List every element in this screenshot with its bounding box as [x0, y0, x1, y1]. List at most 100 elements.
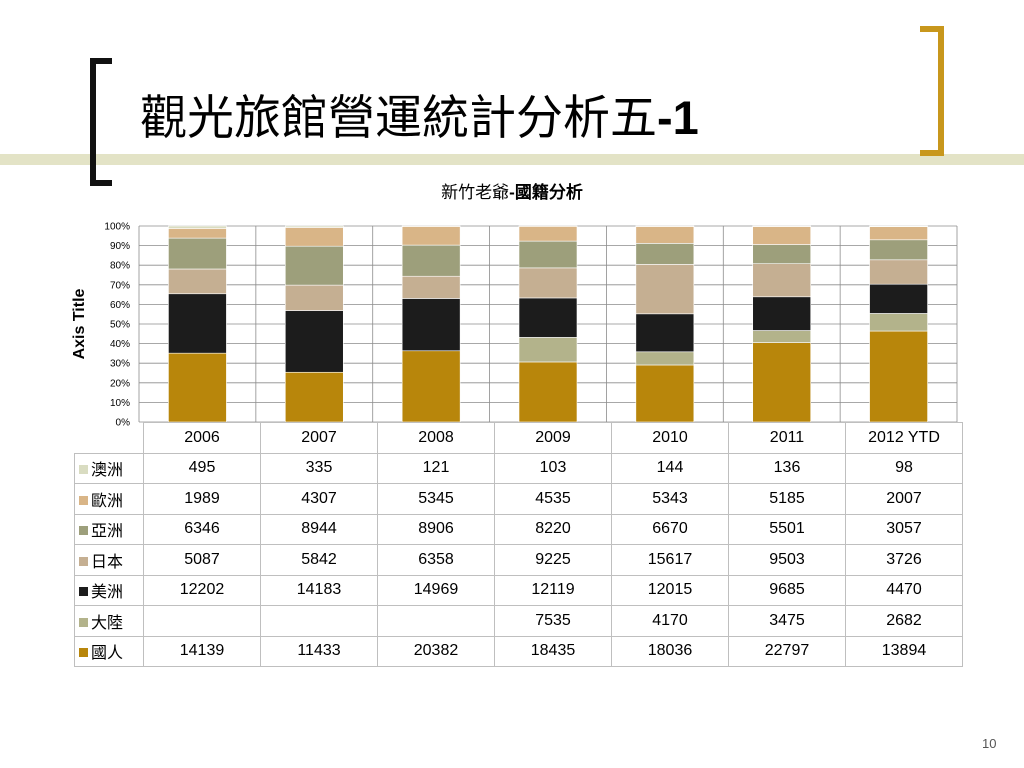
- bar-segment: [869, 225, 928, 227]
- table-cell: 9225: [494, 544, 612, 576]
- table-cell: 14139: [143, 635, 261, 667]
- table-cell: 2682: [845, 605, 963, 637]
- bar-segment: [752, 296, 812, 331]
- table-cell: 9503: [728, 544, 846, 576]
- table-cell: 2007: [845, 483, 963, 515]
- table-cell: 14183: [260, 574, 378, 606]
- bar-segment: [752, 226, 812, 245]
- bar-segment: [401, 350, 461, 423]
- table-cell: 5185: [728, 483, 846, 515]
- table-row: 國人 14139 11433 20382 18435 18036 22797 13894: [74, 635, 963, 667]
- slide-title-suffix: -1: [657, 91, 699, 144]
- legend-key: [79, 617, 88, 627]
- table-category-header: 2012 YTD: [845, 422, 963, 454]
- bar-segment: [168, 352, 227, 423]
- table-row: 歐洲 1989 4307 5345 4535 5343 5185 2007: [74, 483, 963, 515]
- y-tick-label: 60%: [110, 300, 130, 311]
- table-cell: 5842: [260, 544, 378, 576]
- bar-segment: [635, 264, 695, 315]
- bar-segment: [518, 337, 578, 363]
- table-row: 亞洲 6346 8944 8906 8220 6670 5501 3057: [74, 513, 963, 545]
- table-category-header: 2008: [377, 422, 495, 454]
- legend-label: 國人: [91, 643, 124, 663]
- chart-title-suffix: -國籍分析: [509, 183, 583, 202]
- table-series-label: 澳洲: [74, 452, 144, 484]
- legend-label: 亞洲: [91, 521, 124, 541]
- table-cell: 103: [494, 452, 612, 484]
- bar-segment: [752, 244, 812, 264]
- bar-segment: [635, 243, 695, 265]
- bar-segment: [284, 310, 344, 373]
- bar-segment: [401, 275, 461, 299]
- y-tick-label: 80%: [110, 261, 130, 272]
- legend-label: 歐洲: [91, 490, 124, 510]
- bar-segment: [635, 226, 695, 244]
- y-tick-label: 30%: [110, 359, 130, 370]
- left-bracket-decoration: [90, 58, 112, 186]
- table-category-header: 2007: [260, 422, 378, 454]
- bar-segment: [518, 297, 578, 338]
- table-row: 大陸 7535 4170 3475 2682: [74, 605, 963, 637]
- bar-segment: [168, 228, 227, 239]
- table-cell: [377, 605, 495, 637]
- table-cell: 14969: [377, 574, 495, 606]
- table-row: 澳洲 495 335 121 103 144 136 98: [74, 452, 963, 484]
- table-cell: 9685: [728, 574, 846, 606]
- bar-segment: [635, 351, 695, 366]
- bar-segment: [518, 240, 578, 269]
- bar-segment: [401, 298, 461, 352]
- bar-segment: [284, 284, 344, 311]
- bar-segment: [518, 226, 578, 242]
- bar-segment: [869, 259, 928, 285]
- table-series-label: 亞洲: [74, 513, 144, 545]
- table-cell: 6670: [611, 513, 729, 545]
- table-cell: 12015: [611, 574, 729, 606]
- table-cell: 1989: [143, 483, 261, 515]
- table-cell: 6358: [377, 544, 495, 576]
- table-cell: 15617: [611, 544, 729, 576]
- y-tick-label: 100%: [104, 222, 130, 233]
- table-cell: 4535: [494, 483, 612, 515]
- table-series-label: 美洲: [74, 574, 144, 606]
- table-cell: 5087: [143, 544, 261, 576]
- page-number: 10: [982, 736, 997, 751]
- table-cell: 3057: [845, 513, 963, 545]
- bar-segment: [518, 267, 578, 299]
- table-series-label: 日本: [74, 544, 144, 576]
- table-cell: 136: [728, 452, 846, 484]
- y-tick-label: 20%: [110, 378, 130, 389]
- legend-key: [79, 495, 88, 505]
- bar-segment: [869, 330, 928, 423]
- bar-segment: [284, 225, 344, 228]
- table-cell: 13894: [845, 635, 963, 667]
- legend-label: 澳洲: [91, 460, 124, 480]
- table-cell: 18435: [494, 635, 612, 667]
- legend-key: [79, 465, 88, 475]
- y-tick-label: 10%: [110, 398, 130, 409]
- y-tick-label: 40%: [110, 339, 130, 350]
- bar-segment: [168, 293, 227, 354]
- table-cell: 144: [611, 452, 729, 484]
- table-cell: 3726: [845, 544, 963, 576]
- decorative-band: [0, 154, 1024, 165]
- slide-title: 觀光旅館營運統計分析五-1: [140, 88, 699, 149]
- bar-segment: [869, 283, 928, 314]
- table-cell: 8906: [377, 513, 495, 545]
- legend-label: 美洲: [91, 582, 124, 602]
- table-cell: 22797: [728, 635, 846, 667]
- bar-segment: [869, 313, 928, 332]
- legend-key: [79, 526, 88, 536]
- y-tick-label: 70%: [110, 280, 130, 291]
- table-corner-cell: [74, 422, 144, 454]
- legend-key: [79, 648, 88, 658]
- table-cell: [143, 605, 261, 637]
- right-bracket-decoration: [920, 26, 944, 156]
- table-cell: 18036: [611, 635, 729, 667]
- table-category-header: 2011: [728, 422, 846, 454]
- bar-segment: [869, 226, 928, 241]
- table-cell: 4470: [845, 574, 963, 606]
- table-category-header: 2010: [611, 422, 729, 454]
- table-cell: 98: [845, 452, 963, 484]
- table-cell: 335: [260, 452, 378, 484]
